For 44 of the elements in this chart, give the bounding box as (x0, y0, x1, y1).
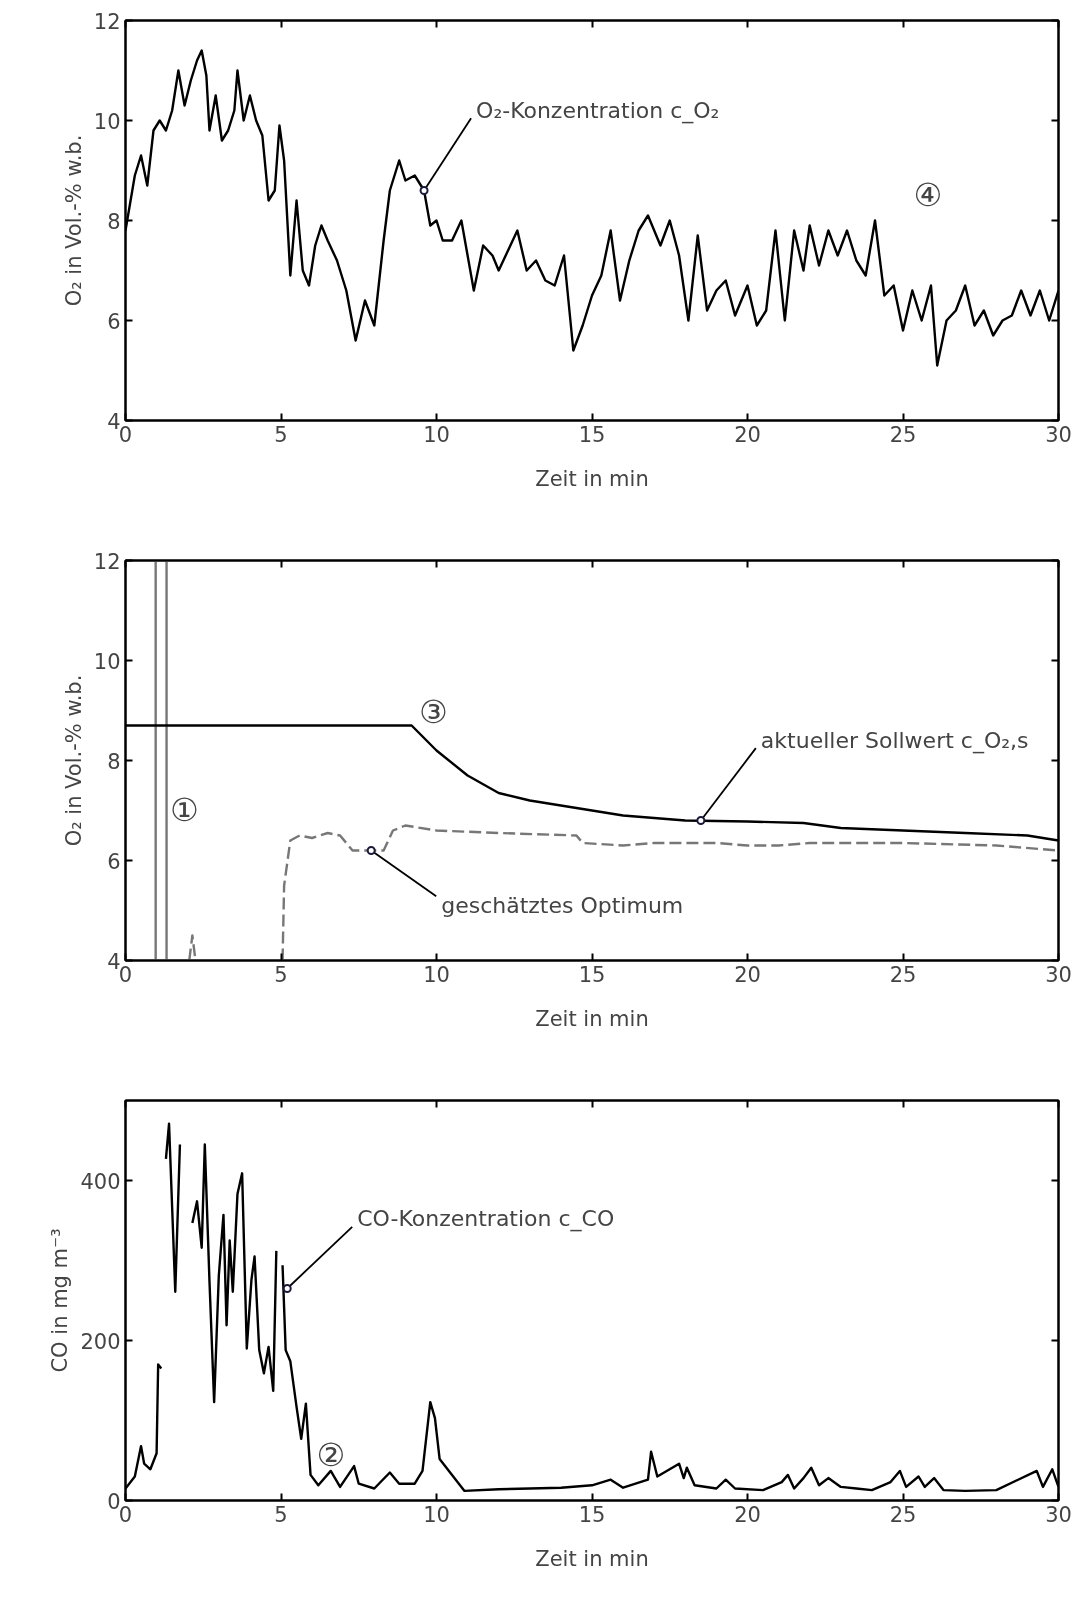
x-tick-label: 15 (578, 422, 606, 447)
y-tick-label: 12 (93, 9, 121, 34)
x-tick-label: 5 (274, 1502, 288, 1527)
x-tick-label: 10 (423, 962, 450, 987)
x-tick-label: 20 (734, 962, 761, 987)
x-tick-label: 25 (889, 422, 917, 447)
x-tick-label: 30 (1045, 422, 1072, 447)
y-axis-title: CO in mg m⁻³ (48, 1228, 73, 1373)
annotation: CO-Konzentration c_CO (357, 1206, 615, 1232)
x-tick-label: 15 (578, 1502, 606, 1527)
y-tick-label: 4 (107, 949, 121, 974)
y-axis-title: O₂ in Vol.-% w.b. (61, 134, 86, 307)
x-axis-title: Zeit in min (535, 466, 649, 491)
annotation: ② (316, 1436, 346, 1475)
x-tick-label: 30 (1045, 1502, 1072, 1527)
x-axis-title: Zeit in min (535, 1006, 649, 1031)
x-tick-label: 10 (423, 1502, 450, 1527)
annotation: ① (169, 791, 199, 830)
x-tick-label: 15 (578, 962, 606, 987)
x-tick-label: 5 (274, 422, 288, 447)
x-tick-label: 10 (423, 422, 450, 447)
x-tick-label: 5 (274, 962, 288, 987)
y-axis-title: O₂ in Vol.-% w.b. (61, 674, 86, 847)
x-tick-label: 25 (889, 1502, 917, 1527)
y-tick-label: 4 (107, 409, 121, 434)
annotation: aktueller Sollwert c_O₂,s (760, 728, 1029, 754)
x-axis-title: Zeit in min (535, 1546, 649, 1571)
x-tick-label: 25 (889, 962, 917, 987)
annotation: ③ (419, 693, 448, 732)
y-tick-label: 6 (107, 309, 121, 334)
y-tick-label: 8 (107, 749, 121, 774)
y-tick-label: 8 (107, 209, 121, 234)
annotation: geschätztes Optimum (441, 893, 684, 918)
x-tick-label: 20 (734, 1502, 761, 1527)
annotation: O₂-Konzentration c_O₂ (476, 98, 720, 124)
y-tick-label: 10 (93, 649, 121, 674)
y-tick-label: 12 (93, 549, 121, 574)
y-tick-label: 200 (80, 1329, 121, 1354)
annotation: ④ (913, 175, 943, 214)
y-tick-label: 6 (107, 849, 121, 874)
x-tick-label: 20 (734, 422, 761, 447)
x-tick-label: 30 (1045, 962, 1072, 987)
y-tick-label: 10 (93, 109, 121, 134)
y-tick-label: 400 (80, 1169, 121, 1194)
